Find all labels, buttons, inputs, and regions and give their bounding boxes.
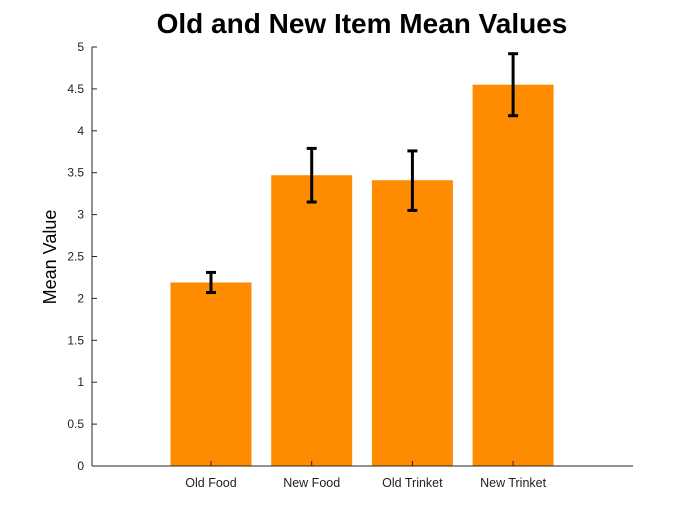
x-category-label: New Food [283,476,340,490]
y-tick-label: 4 [77,124,84,138]
y-tick-label: 2 [77,291,84,305]
bar-0 [170,282,252,466]
error-bar-1 [306,146,317,204]
y-tick-label: 3 [77,208,84,222]
y-tick-label: 0.5 [67,417,84,431]
y-tick-label: 1.5 [67,333,84,347]
y-ticks-layer: 0 0.5 1 1.5 2 2.5 3 3.5 4 4.5 5 [67,40,97,473]
y-tick-label: 3.5 [67,166,84,180]
y-tick-label: 2.5 [67,250,84,264]
x-category-label: Old Food [185,476,236,490]
bar-3 [472,84,554,467]
y-tick-label: 4.5 [67,82,84,96]
error-bars-layer [206,52,519,295]
bar-2 [371,180,453,466]
y-axis-label: Mean Value [40,210,60,305]
error-bar-2 [407,149,418,212]
y-tick-label: 1 [77,375,84,389]
y-tick-label: 0 [77,459,84,473]
error-bar-0 [206,270,216,295]
bar-1 [271,175,353,467]
error-bar-3 [508,52,519,118]
x-categories-layer: Old Food New Food Old Trinket New Trinket [185,461,547,490]
x-category-label: New Trinket [480,476,547,490]
y-tick-label: 5 [77,40,84,54]
chart-title: Old and New Item Mean Values [157,8,568,39]
bars-layer [170,84,554,467]
x-category-label: Old Trinket [382,476,443,490]
